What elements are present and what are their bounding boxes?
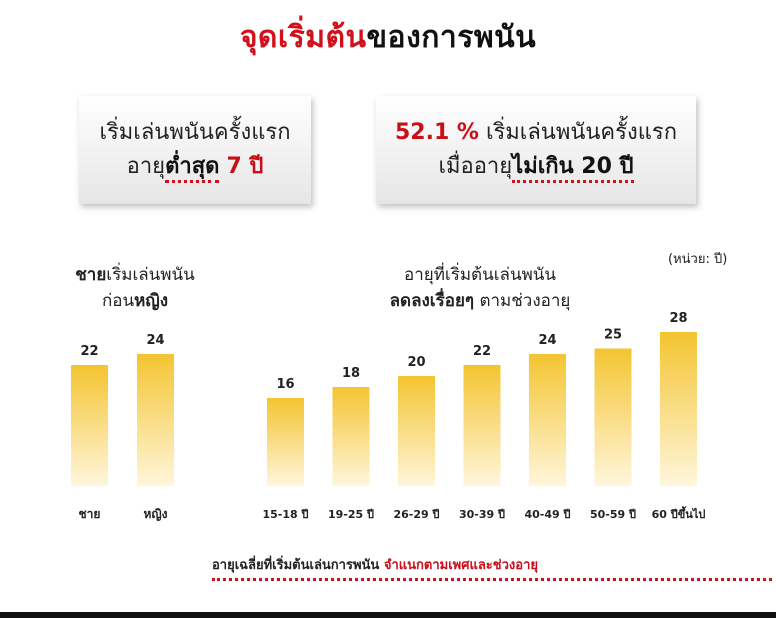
gender-caption-line1: ชายเริ่มเล่นพนัน [60,262,210,288]
gender-value-label: 24 [146,333,164,348]
unit-label: (หน่วย: ปี) [668,252,728,267]
age-category-label: 40-49 ปี [525,508,571,521]
gender-chart-caption: ชายเริ่มเล่นพนัน ก่อนหญิง [60,262,210,314]
card-left-prefix: อายุ [126,154,166,179]
age-bar [398,376,435,486]
age-bar [267,398,304,486]
age-category-label: 26-29 ปี [394,508,440,521]
age-category-label: 30-39 ปี [459,508,505,521]
age-value-label: 28 [669,311,687,326]
age-category-label: 15-18 ปี [263,508,309,521]
card-right-line1: 52.1 % เริ่มเล่นพนันครั้งแรก [376,116,696,150]
gender-bar-chart: 22 ชาย 24 หญิง [71,333,174,521]
age-caption-line1: อายุที่เริ่มต้นเล่นพนัน [403,265,557,285]
card-right-line1-rest: เริ่มเล่นพนันครั้งแรก [478,120,678,145]
footnote: อายุเฉลี่ยที่เริ่มต้นเล่นการพนัน จำแนกตา… [212,554,538,575]
age-bar [594,348,632,486]
gender-bar [137,354,174,486]
age-category-label: 19-25 ปี [328,508,374,521]
age-category-label: 60 ปีขึ้นไป [652,506,706,521]
footnote-dotted-line [212,578,772,581]
title-black-part: ของการพนัน [366,20,537,55]
gender-caption-bold1: ชาย [75,265,107,285]
page-title: จุดเริ่มต้นของการพนัน [0,14,776,61]
age-value-label: 25 [604,328,622,343]
gender-value-label: 22 [80,344,98,359]
age-bar [660,332,697,486]
age-caption-bold2: ลดลงเรื่อยๆ [389,291,475,311]
stat-card-percent: 52.1 % เริ่มเล่นพนันครั้งแรก เมื่ออายุไม… [376,96,696,204]
gender-caption-bold2: หญิง [134,291,169,311]
bottom-bar [0,612,776,618]
age-value-label: 18 [342,366,360,381]
card-left-value: 7 ปี [226,154,264,179]
gender-bar [71,365,108,486]
gender-category-label: หญิง [144,507,168,521]
age-bar-chart: 16 15-18 ปี 18 19-25 ปี 20 26-29 ปี 22 30-39 ปี… [263,311,706,521]
card-right-line2: เมื่ออายุไม่เกิน 20 ปี [376,150,696,184]
age-bar [463,365,501,486]
gender-caption-prefix2: ก่อน [101,291,135,311]
age-category-label: 50-59 ปี [590,508,636,521]
stat-card-min-age: เริ่มเล่นพนันครั้งแรก อายุต่ำสุด 7 ปี [79,96,311,204]
gender-caption-line2: ก่อนหญิง [60,288,210,314]
age-caption-rest2: ตามช่วงอายุ [474,291,571,311]
age-value-label: 16 [276,377,294,392]
gender-category-label: ชาย [79,507,101,521]
card-left-emph: ต่ำสุด [165,154,220,183]
age-bar [529,354,566,486]
age-chart-caption: อายุที่เริ่มต้นเล่นพนัน ลดลงเรื่อยๆ ตามช… [330,262,630,314]
card-left-line1: เริ่มเล่นพนันครั้งแรก [99,120,291,145]
age-value-label: 24 [538,333,556,348]
age-value-label: 22 [473,344,491,359]
gender-caption-rest1: เริ่มเล่นพนัน [106,265,195,285]
age-bar [332,387,370,486]
age-value-label: 20 [407,355,425,370]
age-caption-line2: ลดลงเรื่อยๆ ตามช่วงอายุ [330,288,630,314]
card-right-percent: 52.1 % [394,120,479,145]
title-red-part: จุดเริ่มต้น [239,20,367,55]
card-right-emph: ไม่เกิน 20 ปี [512,154,634,183]
card-left-line2: อายุต่ำสุด 7 ปี [79,150,311,184]
footnote-black: อายุเฉลี่ยที่เริ่มต้นเล่นการพนัน [212,558,384,573]
footnote-red: จำแนกตามเพศและช่วงอายุ [383,558,538,573]
card-right-prefix: เมื่ออายุ [438,154,513,179]
